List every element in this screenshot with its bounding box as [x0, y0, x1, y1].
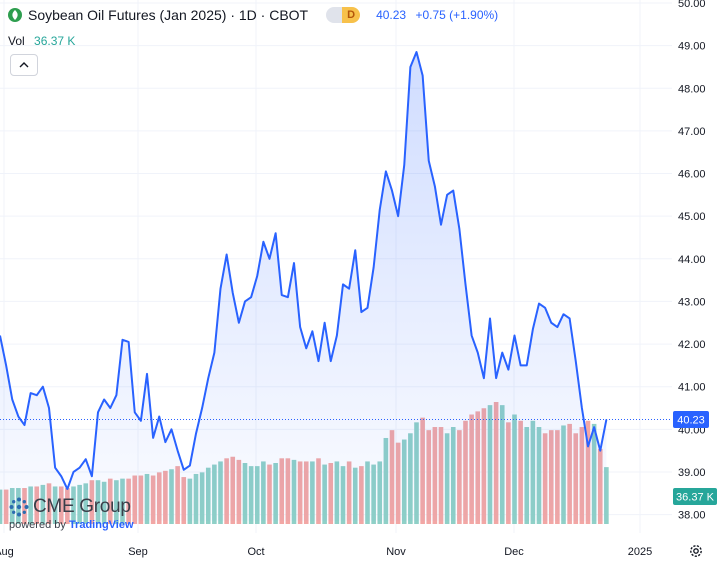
y-tick-label: 39.00	[678, 467, 706, 479]
volume-label: Vol	[8, 34, 25, 48]
y-tick-label: 49.00	[678, 41, 706, 53]
tradingview-link[interactable]: TradingView	[68, 519, 134, 531]
y-tick-label: 41.00	[678, 382, 706, 394]
symbol-title[interactable]: Soybean Oil Futures (Jan 2025) · 1D · CB…	[28, 7, 309, 23]
x-tick-label: Nov	[386, 546, 406, 558]
y-tick-label: 42.00	[678, 339, 706, 351]
y-tick-label: 43.00	[678, 296, 706, 308]
volume-legend: Vol 36.37 K	[8, 34, 75, 48]
x-tick-label: Oct	[247, 546, 264, 558]
volume-tag: 36.37 K	[673, 488, 717, 505]
last-price: 40.23 +0.75 (+1.90%)	[376, 8, 498, 22]
price-tag: 40.23	[673, 411, 709, 429]
price-line	[0, 51, 608, 491]
y-tick-label: 47.00	[678, 126, 706, 138]
time-axis[interactable]: Aug Sep Oct Nov Dec 2025	[0, 546, 652, 558]
price-area-fill	[0, 52, 607, 521]
brand-name: CME Group	[33, 496, 131, 517]
last-price-value: 40.23	[376, 8, 407, 22]
x-tick-label: Sep	[128, 546, 148, 558]
y-tick-label: 38.00	[678, 510, 706, 522]
timeframe-badge[interactable]: D	[326, 7, 361, 23]
x-tick-label: Aug	[0, 546, 14, 558]
powered-by-label: powered by	[9, 519, 66, 531]
price-axis[interactable]: 38.0039.0040.0041.0042.0043.0044.0045.00…	[678, 0, 706, 522]
cme-globe-icon	[9, 497, 29, 517]
collapse-legend-button[interactable]	[10, 54, 38, 76]
volume-value: 36.37 K	[34, 34, 76, 48]
y-tick-label: 50.00	[678, 0, 706, 10]
chevron-up-icon	[19, 62, 29, 68]
y-tick-label: 44.00	[678, 254, 706, 266]
timeframe-badge-label: D	[342, 7, 361, 23]
gear-icon	[690, 545, 702, 557]
badge-left-icon	[326, 7, 343, 23]
y-tick-label: 48.00	[678, 83, 706, 95]
price-change: +0.75 (+1.90%)	[415, 8, 499, 22]
y-tick-label: 46.00	[678, 169, 706, 181]
y-tick-label: 45.00	[678, 211, 706, 223]
volume-tag-label: 36.37 K	[676, 492, 715, 504]
logo-dot-icon	[8, 8, 22, 22]
price-tag-label: 40.23	[677, 415, 705, 427]
x-tick-label: Dec	[504, 546, 524, 558]
x-tick-label: 2025	[628, 546, 652, 558]
chart-header: Soybean Oil Futures (Jan 2025) · 1D · CB…	[8, 7, 498, 23]
cme-group-watermark: CME Group powered by TradingView	[8, 496, 134, 531]
chart-settings-button[interactable]	[688, 543, 704, 564]
